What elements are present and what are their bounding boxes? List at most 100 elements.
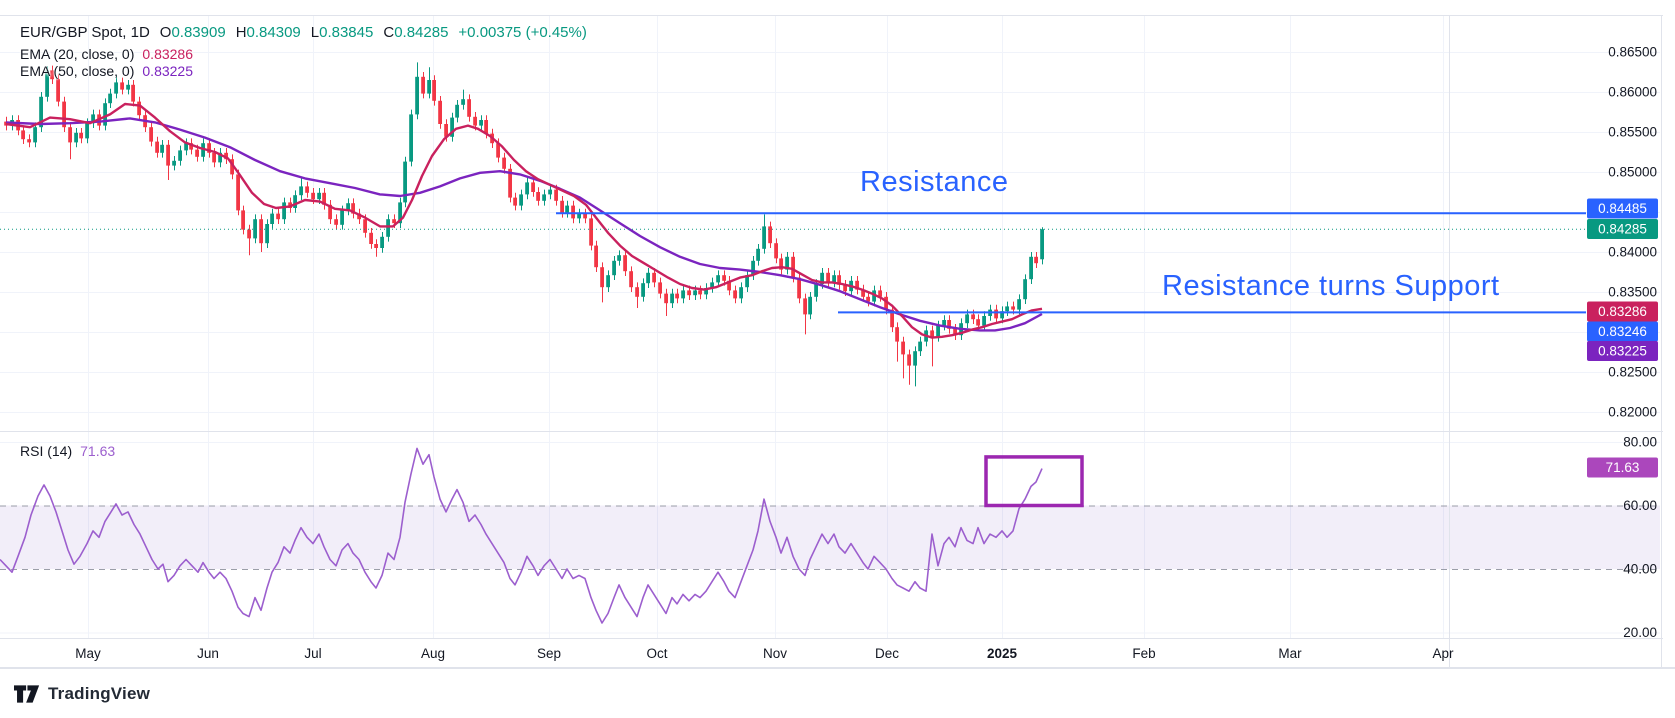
candle-body[interactable] [461,99,465,105]
candle-body[interactable] [91,114,95,124]
candle-body[interactable] [450,117,454,137]
candle-body[interactable] [670,293,674,304]
candle-body[interactable] [322,192,326,205]
chart-canvas[interactable]: 0.86500 0.86000 0.85500 0.85000 0.84000 0.835… [0,0,1675,668]
candle-body[interactable] [635,287,639,297]
candle-body[interactable] [878,290,882,297]
candle-body[interactable] [687,290,691,296]
candle-body[interactable] [947,320,951,329]
candle-body[interactable] [1005,306,1009,312]
candle-body[interactable] [120,82,124,90]
candle-body[interactable] [652,272,656,283]
candle-body[interactable] [531,182,535,192]
candle-body[interactable] [224,152,228,160]
candle-body[interactable] [913,351,917,366]
candle-body[interactable] [658,282,662,294]
candle-body[interactable] [976,319,980,326]
candle-body[interactable] [751,260,755,276]
rsi-line[interactable] [0,447,1043,624]
candle-body[interactable] [675,293,679,299]
candle-body[interactable] [872,290,876,302]
candle-body[interactable] [803,298,807,315]
candle-body[interactable] [346,203,350,211]
candle-body[interactable] [427,80,431,94]
candle-body[interactable] [727,280,731,291]
candle-body[interactable] [74,132,78,143]
candle-body[interactable] [942,320,946,326]
candle-body[interactable] [577,213,581,219]
candle-body[interactable] [27,139,31,143]
candle-body[interactable] [837,275,841,285]
candle-body[interactable] [756,248,760,261]
candle-body[interactable] [907,354,911,366]
candle-body[interactable] [779,258,783,270]
candle-body[interactable] [1000,311,1004,319]
candle-body[interactable] [166,144,170,166]
candle-body[interactable] [68,127,72,143]
candle-body[interactable] [212,152,216,163]
candle-body[interactable] [33,127,37,143]
time-axis[interactable] [0,638,1662,668]
candle-body[interactable] [733,290,737,299]
candle-body[interactable] [565,205,569,213]
rsi-breakout-box[interactable] [984,455,1084,508]
candle-body[interactable] [965,314,969,324]
candle-body[interactable] [276,213,280,220]
candle-body[interactable] [409,114,413,162]
candle-body[interactable] [791,256,795,278]
candle-body[interactable] [62,101,66,128]
price-axis[interactable] [1450,15,1662,638]
candle-body[interactable] [617,255,621,261]
candle-body[interactable] [560,200,564,213]
candle-body[interactable] [108,93,112,104]
candle-body[interactable] [525,182,529,195]
candle-body[interactable] [311,192,315,200]
candle-body[interactable] [745,275,749,288]
candle-body[interactable] [710,282,714,288]
candle-body[interactable] [971,314,975,320]
candle-body[interactable] [79,132,83,139]
candle-body[interactable] [698,290,702,295]
candle-body[interactable] [890,309,894,328]
candle-body[interactable] [484,120,488,134]
candle-body[interactable] [612,260,616,276]
candle-body[interactable] [230,159,234,175]
candle-body[interactable] [340,210,344,225]
candle-body[interactable] [832,275,836,283]
candle-body[interactable] [693,290,697,296]
candle-body[interactable] [843,284,847,292]
candle-body[interactable] [126,84,130,90]
candle-body[interactable] [953,328,957,336]
candle-body[interactable] [641,283,645,297]
legend-symbol-row[interactable]: EUR/GBP Spot, 1D O 0.83909 H 0.84309 L 0.83… [20,24,587,41]
candle-body[interactable] [814,284,818,297]
candle-body[interactable] [496,143,500,158]
candle-body[interactable] [455,104,459,118]
candles-layer[interactable] [4,62,1044,387]
candle-body[interactable] [502,157,506,169]
candle-body[interactable] [739,287,743,299]
candle-body[interactable] [172,160,176,166]
candle-body[interactable] [1023,279,1027,300]
candle-body[interactable] [334,219,338,225]
candle-body[interactable] [282,202,286,220]
candle-body[interactable] [508,168,512,198]
candle-body[interactable] [265,224,269,244]
candle-body[interactable] [207,143,211,153]
candle-body[interactable] [479,120,483,126]
candle-body[interactable] [293,195,297,208]
annotation-support-text[interactable]: Resistance turns Support [1162,270,1500,302]
candle-body[interactable] [930,330,934,337]
candle-body[interactable] [270,213,274,224]
candle-body[interactable] [236,174,240,211]
candle-body[interactable] [328,204,332,220]
candle-body[interactable] [195,149,199,157]
candle-body[interactable] [826,272,830,283]
candle-body[interactable] [1029,256,1033,280]
candle-body[interactable] [542,194,546,201]
annotation-resistance-text[interactable]: Resistance [860,166,1009,198]
candle-body[interactable] [704,288,708,295]
candle-body[interactable] [155,141,159,153]
candle-body[interactable] [241,210,245,230]
candle-body[interactable] [299,186,303,196]
